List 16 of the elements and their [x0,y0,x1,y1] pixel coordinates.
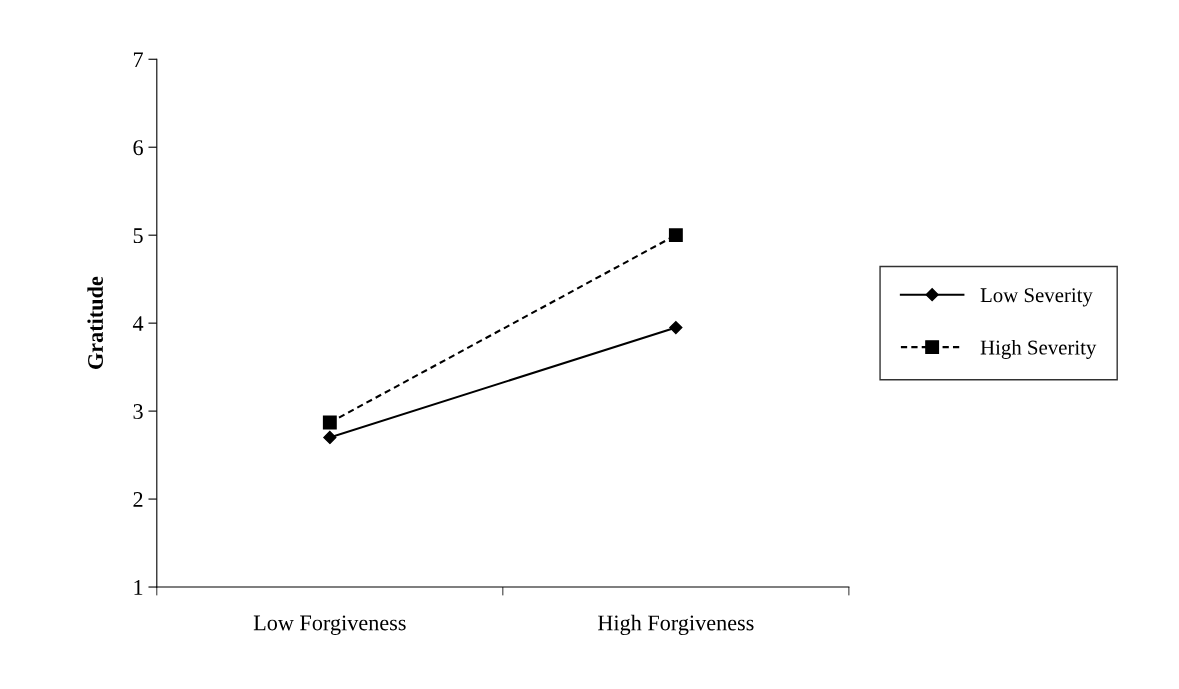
y-tick-label: 7 [133,52,143,67]
point [668,228,683,243]
y-tick-label: 4 [132,316,144,331]
y-tick-label: 6 [133,140,143,156]
y-axis-title: Gratitude [87,276,104,369]
y-tick-label: 5 [133,228,143,244]
x-tick-label: Low Forgiveness [253,615,406,635]
y-tick-label: 3 [133,404,143,420]
y-tick-label: 2 [133,492,143,507]
x-tick-label: High Forgiveness [597,614,754,636]
y-tick-label: 1 [134,580,143,595]
point [323,430,337,445]
point [322,415,337,430]
legend-label: High Severity [980,339,1097,359]
legend-label: Low Severity [980,288,1093,307]
point [669,320,683,335]
